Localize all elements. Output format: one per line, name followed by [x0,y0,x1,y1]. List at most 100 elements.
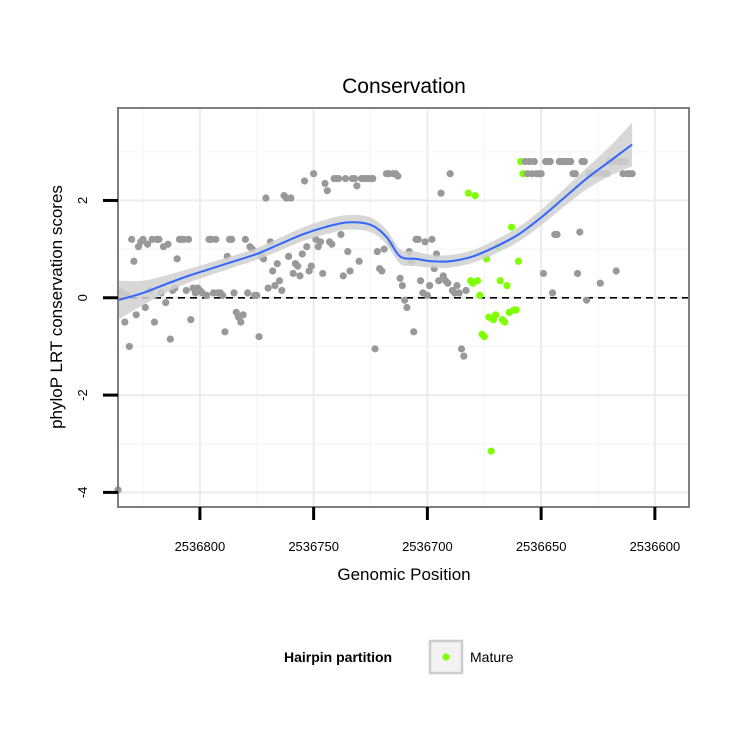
data-point [548,289,557,297]
data-point [457,345,466,353]
data-point [141,303,149,312]
data-point [321,179,329,188]
x-tick-label: 2536700 [402,539,453,554]
data-point [398,282,406,290]
panel-border [117,107,690,508]
data-point [596,279,604,287]
chart-title: Conservation [342,75,466,98]
data-point [567,157,575,166]
data-point [319,269,327,278]
data-point [143,240,152,248]
data-point [444,279,452,287]
data-point [164,240,172,248]
data-point [455,289,463,297]
confidence-band [118,122,633,320]
data-point [346,267,354,275]
y-tick-label: -4 [75,487,90,499]
data-point [221,328,229,336]
data-point-mature [476,291,484,299]
data-point [426,282,434,290]
legend-label-mature: Mature [470,649,514,665]
legend: Hairpin partition Mature [284,639,514,675]
data-point-mature [487,447,495,455]
y-tick-label: 2 [75,197,90,204]
data-point [253,291,261,299]
data-point-mature [464,189,472,197]
data-point [580,157,588,166]
data-point [278,286,286,295]
smooth-fit-line [117,143,633,302]
x-tick-label: 2536600 [630,539,681,554]
data-point [139,235,147,243]
data-point [316,238,325,246]
data-point [401,296,409,304]
data-point [132,311,140,319]
data-point-mature [507,223,516,231]
x-axis: 2536800 2536750 2536700 2536650 2536600 [175,507,681,554]
data-point [335,174,343,183]
data-point [166,335,174,343]
x-tick-label: 2536650 [516,539,567,554]
data-point [437,189,445,197]
data-point [453,282,461,290]
data-point [244,289,252,297]
data-point [187,316,195,324]
data-point [341,174,350,183]
data-point [421,238,429,246]
data-point [394,172,402,180]
data-point [462,286,470,295]
data-point [241,235,249,243]
data-point [184,235,193,243]
data-point [125,342,133,351]
data-point [182,286,190,295]
data-point [446,170,454,178]
legend-title: Hairpin partition [284,649,392,665]
y-axis-title: phyloP LRT conservation scores [47,185,66,429]
data-point [403,303,411,312]
data-point [300,177,309,185]
data-point [416,277,425,285]
data-point [435,277,443,285]
data-point [121,318,129,326]
data-point [303,243,311,251]
legend-key-mature-marker [442,653,450,661]
data-point [344,247,352,256]
data-point [612,267,620,275]
data-point [275,277,284,285]
data-point [237,318,245,326]
data-point [573,269,582,278]
data-point-mature [473,277,482,285]
data-point [583,296,591,304]
data-point [428,235,436,243]
data-point [212,235,220,243]
data-point-mature [480,333,488,341]
data-point [262,194,270,202]
data-point [155,235,163,243]
data-point [576,228,584,236]
data-point [173,255,181,263]
data-point [128,235,136,243]
data-point-mature [471,191,479,200]
data-point [546,157,554,166]
data-point [273,260,281,268]
data-point [396,274,404,282]
data-point [150,318,158,326]
plot-panel [114,107,690,508]
data-point [162,299,170,307]
x-tick-label: 2536800 [175,539,226,554]
data-point [219,291,227,299]
data-point [353,182,361,190]
data-point [255,333,263,341]
data-point [373,247,381,256]
data-point [130,257,138,265]
data-point [307,262,315,270]
data-point-mature [503,282,511,290]
data-point [298,250,306,258]
data-point [228,235,236,243]
x-tick-label: 2536750 [288,539,339,554]
data-point [537,170,545,178]
data-point [380,245,388,253]
data-point [310,170,318,178]
data-point [289,269,297,278]
